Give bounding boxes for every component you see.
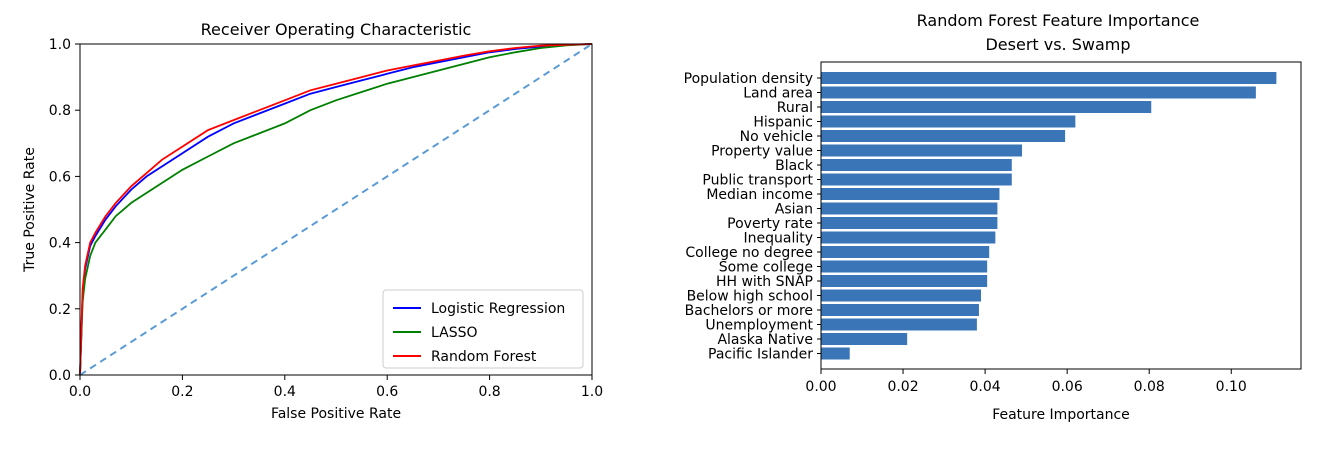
fi-title: Random Forest Feature Importance [917, 11, 1200, 30]
roc-x-tick-label: 1.0 [581, 384, 603, 400]
roc-x-tick-label: 0.6 [376, 384, 398, 400]
roc-y-tick-label: 0.6 [49, 169, 71, 185]
fi-category-label: Below high school [687, 289, 813, 305]
chance-diagonal-line [79, 43, 593, 376]
fi-x-tick-label: 0.00 [805, 379, 836, 395]
roc-y-tick-label: 0.2 [49, 302, 71, 318]
roc-legend [382, 289, 584, 369]
fi-bar [821, 86, 1256, 99]
feature-importance-chart: Random Forest Feature Importance Desert v… [684, 11, 1302, 423]
fi-category-label: Public transport [702, 173, 813, 189]
fi-category-label: Pacific Islander [708, 347, 813, 363]
roc-series-logistic-regression [79, 43, 593, 376]
legend-label: Logistic Regression [431, 301, 565, 317]
fi-bar [821, 289, 981, 302]
roc-plot-frame [79, 43, 593, 376]
fi-category-label: Black [775, 158, 814, 174]
fi-category-label: Land area [743, 86, 813, 102]
fi-x-tick-label: 0.06 [1052, 379, 1083, 395]
fi-category-label: Some college [719, 260, 813, 276]
fi-category-label: Property value [711, 144, 813, 160]
fi-bar [821, 188, 1000, 200]
roc-x-tick-label: 0.4 [274, 384, 296, 400]
fi-category-label: Alaska Native [717, 332, 813, 348]
fi-bar [821, 347, 850, 360]
roc-y-tick-label: 1.0 [49, 37, 71, 53]
legend-label: Random Forest [431, 349, 537, 365]
roc-x-tick-label: 0.0 [69, 384, 91, 400]
fi-bar [821, 115, 1076, 128]
fi-x-tick-label: 0.04 [970, 379, 1001, 395]
fi-category-label: Bachelors or more [685, 303, 813, 319]
fi-bar [821, 72, 1277, 84]
roc-y-tick-label: 0.4 [49, 236, 71, 252]
roc-title: Receiver Operating Characteristic [201, 20, 472, 39]
fi-bar [821, 304, 979, 316]
fi-category-label: Hispanic [753, 115, 813, 131]
fi-category-label: Rural [777, 100, 813, 116]
fi-x-tick-label: 0.10 [1216, 379, 1247, 395]
fi-bar [821, 318, 977, 331]
fi-category-label: HH with SNAP [716, 274, 813, 290]
fi-bar [821, 246, 990, 258]
fi-category-label: Unemployment [705, 318, 813, 334]
fi-subtitle: Desert vs. Swamp [985, 35, 1130, 54]
fi-category-label: Poverty rate [727, 216, 813, 232]
roc-y-axis-label: True Positive Rate [22, 147, 38, 273]
fi-bar [821, 159, 1012, 171]
fi-bar [821, 202, 998, 215]
fi-bar [821, 144, 1023, 157]
roc-series-random-forest [79, 43, 593, 376]
fi-bar [821, 231, 996, 244]
fi-plot-frame [820, 61, 1302, 370]
fi-category-label: Inequality [743, 231, 813, 247]
fi-bar [821, 101, 1152, 113]
fi-x-axis-label: Feature Importance [992, 407, 1130, 423]
fi-bar [821, 173, 1012, 186]
fi-bar [821, 275, 988, 287]
fi-bar [821, 217, 998, 229]
fi-category-label: College no degree [685, 245, 813, 261]
fi-bar [821, 130, 1066, 142]
legend-label: LASSO [431, 325, 478, 341]
fi-x-tick-label: 0.02 [887, 379, 918, 395]
fi-bar [821, 333, 908, 345]
roc-series-lasso [79, 43, 593, 376]
roc-x-tick-label: 0.2 [171, 384, 193, 400]
fi-category-label: Population density [684, 71, 813, 87]
roc-chart: Receiver Operating Characteristic 0.0 0.2 0… [22, 20, 603, 422]
fi-category-label: No vehicle [740, 129, 813, 145]
roc-x-axis-label: False Positive Rate [271, 406, 401, 422]
roc-y-tick-label: 0.8 [49, 103, 71, 119]
fi-x-tick-label: 0.08 [1134, 379, 1165, 395]
fi-category-label: Asian [775, 202, 813, 218]
roc-y-tick-label: 0.0 [49, 368, 71, 384]
roc-x-tick-label: 0.8 [478, 384, 500, 400]
fi-bar [821, 260, 988, 273]
fi-category-label: Median income [706, 187, 813, 203]
